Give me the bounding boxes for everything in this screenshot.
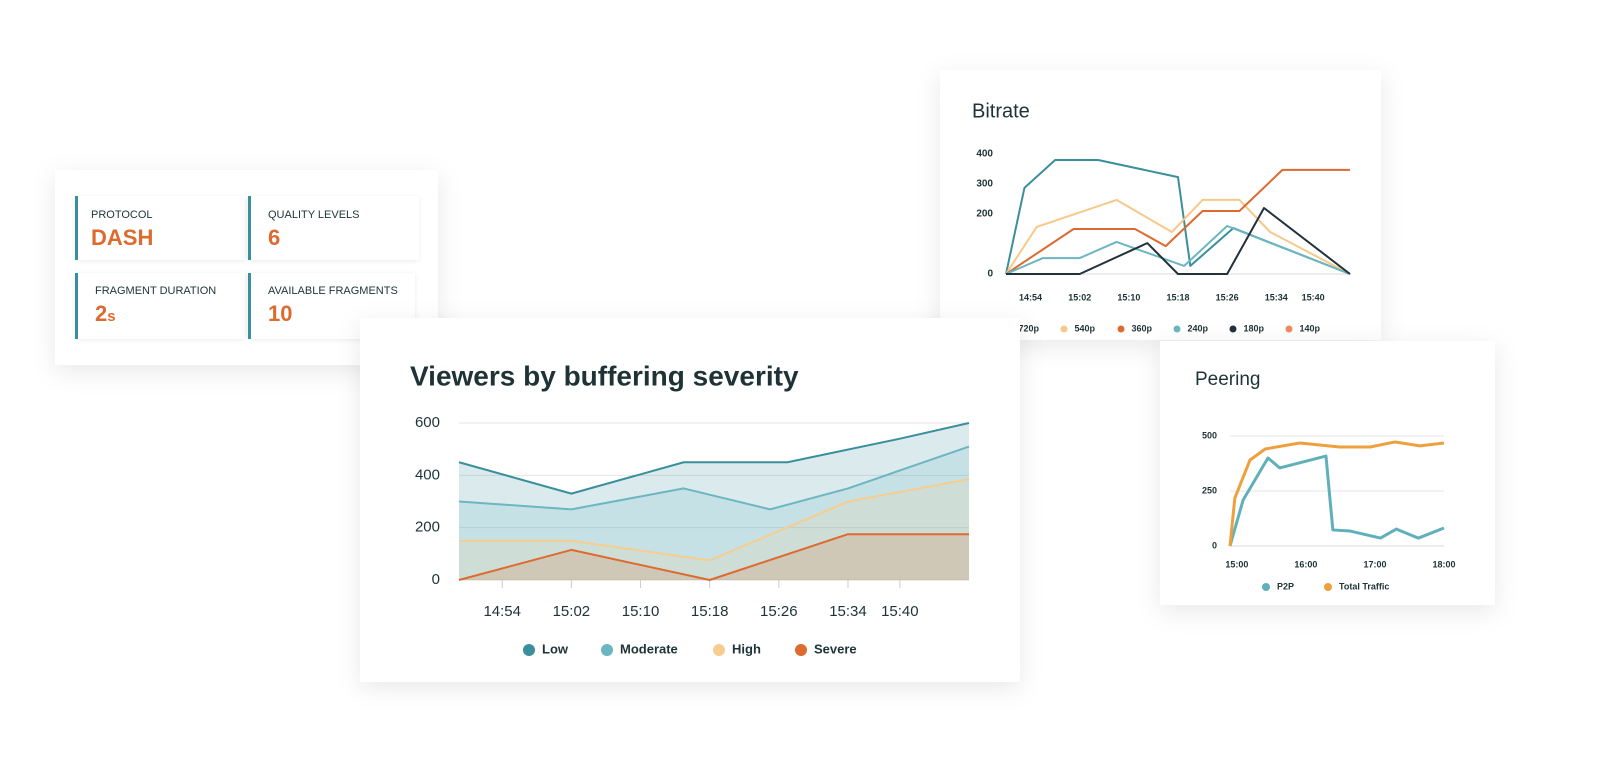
y-tick-label: 200 — [976, 209, 993, 220]
stat-label: AVAILABLE FRAGMENTS — [268, 285, 398, 297]
x-tick-label: 14:54 — [483, 603, 521, 620]
chart-title: Viewers by buffering severity — [410, 360, 799, 391]
stat-unit: s — [107, 308, 115, 325]
stat-card — [75, 196, 245, 260]
legend-label: 180p — [1244, 323, 1265, 333]
x-tick-label: 14:54 — [1019, 292, 1042, 302]
x-tick-label: 15:02 — [1068, 292, 1091, 302]
bitrate-chart: Bitrate 0 200 300 400 14:54 15:02 15:10 15:18 15:… — [940, 70, 1381, 340]
stat-label: FRAGMENT DURATION — [95, 285, 216, 297]
legend-swatch — [523, 644, 535, 656]
line — [458, 422, 970, 495]
legend-label: P2P — [1277, 581, 1294, 591]
x-tick-label: 15:34 — [1265, 292, 1288, 302]
legend-label: Moderate — [620, 641, 678, 656]
stat-value: DASH — [91, 225, 153, 250]
area — [459, 423, 969, 580]
legend-swatch — [795, 644, 807, 656]
x-tick-label: 15:34 — [829, 603, 867, 620]
y-tick-label: 400 — [976, 149, 993, 160]
legend-swatch — [1173, 325, 1181, 333]
y-tick-label: 0 — [987, 269, 993, 280]
stat-label: PROTOCOL — [91, 209, 153, 221]
line — [1005, 168, 1350, 275]
stat-accent — [248, 273, 251, 339]
x-tick-label: 15:40 — [1302, 292, 1325, 302]
stat-card — [248, 196, 419, 260]
y-tick-label: 300 — [976, 179, 993, 190]
stat-value: 6 — [268, 225, 280, 250]
line — [1005, 159, 1351, 275]
buffering-chart: Viewers by buffering severity 0 200 400 600 1… — [360, 318, 1020, 682]
x-tick-label: 18:00 — [1432, 559, 1455, 569]
x-tick-label: 15:02 — [553, 603, 591, 620]
legend-swatch — [1285, 325, 1293, 333]
legend-label: 240p — [1188, 323, 1209, 333]
x-tick-label: 15:10 — [622, 603, 660, 620]
legend-label: 140p — [1300, 323, 1321, 333]
stat-card — [75, 273, 245, 339]
legend-swatch — [713, 644, 725, 656]
x-tick-label: 16:00 — [1294, 559, 1317, 569]
legend-label: Low — [542, 641, 569, 656]
stat-accent — [75, 196, 78, 260]
x-tick-label: 15:26 — [760, 603, 798, 620]
legend-swatch — [1229, 325, 1237, 333]
stat-value: 2s — [95, 301, 116, 326]
area — [459, 534, 969, 580]
y-tick-label: 600 — [415, 414, 440, 431]
line — [1005, 198, 1351, 275]
x-tick-label: 17:00 — [1363, 559, 1386, 569]
legend-swatch — [601, 644, 613, 656]
legend-label: 720p — [1019, 323, 1040, 333]
line — [458, 445, 970, 511]
stat-value: 10 — [268, 301, 292, 326]
card — [940, 70, 1381, 340]
stat-number: 2 — [95, 301, 107, 326]
legend-label: 540p — [1075, 323, 1096, 333]
y-tick-label: 0 — [432, 571, 440, 588]
x-tick-label: 15:40 — [881, 603, 919, 620]
legend-label: Severe — [814, 641, 857, 656]
peering-chart: Peering 0 250 500 15:00 16:00 17:00 18:00 P2P Tot… — [1160, 341, 1495, 605]
stat-accent — [75, 273, 78, 339]
stat-label: QUALITY LEVELS — [268, 209, 360, 221]
line — [1228, 440, 1445, 547]
chart-title: Peering — [1195, 369, 1261, 390]
x-tick-label: 15:18 — [691, 603, 729, 620]
stats-panel: PROTOCOL DASH QUALITY LEVELS 6 FRAGMENT … — [55, 170, 438, 365]
line — [459, 478, 970, 562]
legend-swatch — [1117, 325, 1125, 333]
line — [1006, 207, 1351, 275]
card — [360, 318, 1020, 682]
legend-label: 360p — [1132, 323, 1153, 333]
legend-label: High — [732, 641, 761, 656]
chart-title: Bitrate — [972, 100, 1030, 122]
x-tick-label: 15:18 — [1166, 292, 1189, 302]
x-tick-label: 15:00 — [1225, 559, 1248, 569]
y-tick-label: 200 — [415, 519, 440, 536]
y-tick-label: 0 — [1212, 540, 1217, 550]
area — [459, 446, 969, 580]
line — [1005, 225, 1351, 275]
line — [458, 533, 969, 581]
x-tick-label: 15:10 — [1117, 292, 1140, 302]
legend-swatch — [1324, 583, 1332, 591]
y-tick-label: 500 — [1202, 430, 1217, 440]
legend-swatch — [1060, 325, 1068, 333]
stat-accent — [248, 196, 251, 260]
legend-swatch — [1262, 583, 1270, 591]
y-tick-label: 400 — [415, 466, 440, 483]
line — [1228, 454, 1445, 547]
y-tick-label: 250 — [1202, 485, 1217, 495]
x-tick-label: 15:26 — [1216, 292, 1239, 302]
legend-label: Total Traffic — [1339, 581, 1389, 591]
